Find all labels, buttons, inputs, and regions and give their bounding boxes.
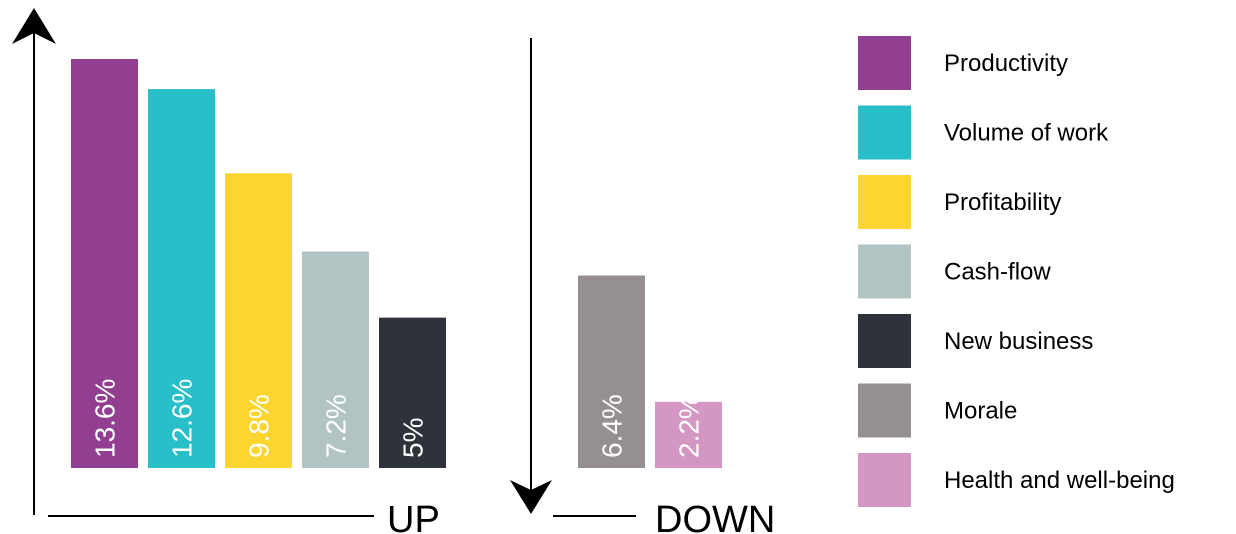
legend-swatch-morale (858, 383, 911, 438)
bar-productivity (71, 59, 138, 468)
legend-label-morale: Morale (944, 398, 1017, 425)
bar-profitability (225, 173, 292, 468)
bar-value-label: 7.2% (321, 394, 352, 458)
legend: Productivity Volume of work Profitability C… (858, 36, 1175, 507)
legend-label-productivity: Productivity (944, 50, 1068, 77)
bar-morale (578, 275, 645, 468)
bar-volume-of-work (148, 89, 215, 468)
bar-value-label: 2.2% (674, 394, 705, 458)
bar-value-label: 9.8% (244, 394, 275, 458)
bar-value-label: 12.6% (167, 379, 198, 458)
legend-swatch-health-and-well-being (858, 453, 911, 507)
bar-new-business (379, 317, 446, 468)
down-group-label: DOWN (655, 499, 775, 534)
legend-label-new-business: New business (944, 328, 1093, 355)
legend-label-cash-flow: Cash-flow (944, 259, 1051, 286)
legend-swatch-volume-of-work (858, 105, 911, 160)
bar-value-label: 6.4% (597, 394, 628, 458)
legend-label-volume-of-work: Volume of work (944, 120, 1109, 147)
bar-value-label: 5% (398, 418, 429, 458)
bar-health-and-well-being (655, 401, 722, 468)
bar-cash-flow (302, 251, 369, 468)
up-arrow-icon (12, 8, 56, 44)
up-group-label: UP (387, 499, 440, 534)
bars-group: 13.6% 12.6% 9.8% 7.2% 5% 6.4% 2.2% (71, 59, 722, 468)
legend-label-profitability: Profitability (944, 189, 1061, 216)
legend-swatch-profitability (858, 175, 911, 229)
legend-label-health-and-well-being: Health and well-being (944, 467, 1175, 494)
legend-swatch-cash-flow (858, 244, 911, 299)
legend-swatch-new-business (858, 314, 911, 368)
down-arrow-icon (510, 480, 552, 514)
legend-swatch-productivity (858, 36, 911, 90)
bar-value-label: 13.6% (90, 379, 121, 458)
